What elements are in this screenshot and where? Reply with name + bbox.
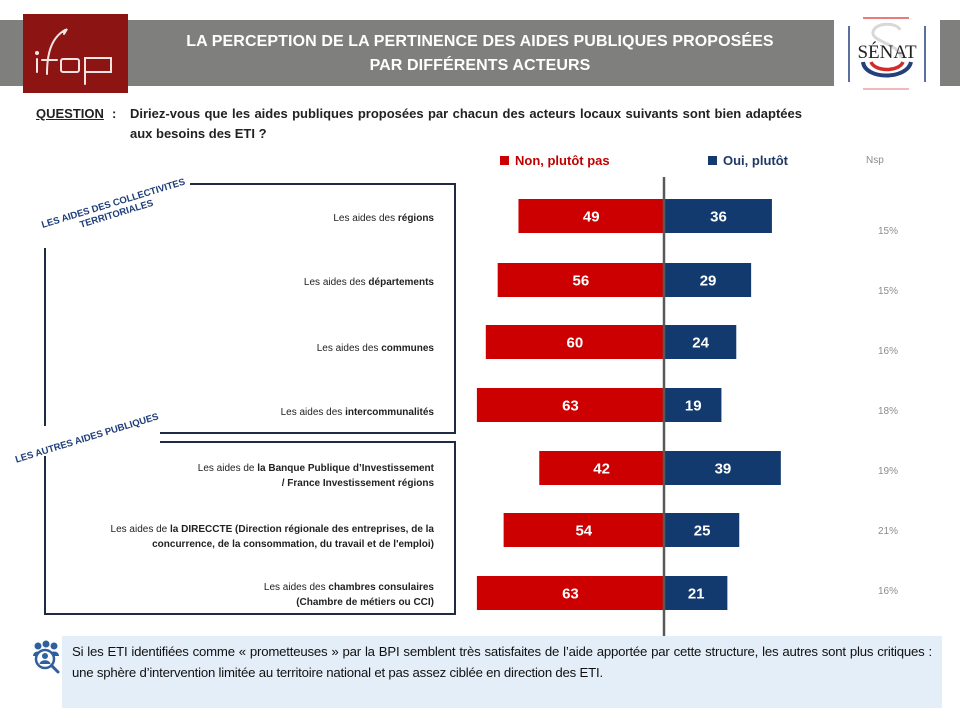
row-label-prefix: Les aides des xyxy=(263,582,329,593)
bar-oui xyxy=(665,451,781,485)
bar-oui xyxy=(665,199,772,233)
legend-item-non: Non, plutôt pas xyxy=(500,153,610,168)
bar-non xyxy=(503,513,664,547)
row-label: Les aides des départements xyxy=(304,275,434,290)
row-label-bold: la DIRECCTE (Direction régionale des ent… xyxy=(170,524,434,535)
group-box-gap xyxy=(40,178,190,248)
data-label-nsp: 18% xyxy=(878,406,898,417)
row-label-prefix: Les aides de xyxy=(110,524,171,535)
page-title-line1: LA PERCEPTION DE LA PERTINENCE DES AIDES… xyxy=(186,33,774,50)
row-label: Les aides de la Banque Publique d’Invest… xyxy=(198,461,434,491)
bar-non xyxy=(497,263,664,297)
data-label-nsp: 16% xyxy=(878,586,898,597)
bar-oui xyxy=(665,513,740,547)
row-label-prefix: Les aides des xyxy=(333,213,398,224)
legend-label-nsp: Nsp xyxy=(866,155,884,166)
row-label-line2: / France Investissement régions xyxy=(281,478,434,489)
row-label: Les aides des intercommunalités xyxy=(281,405,434,420)
legend-label-non: Non, plutôt pas xyxy=(515,153,610,168)
legend-item-oui: Oui, plutôt xyxy=(708,153,788,168)
callout-text: Si les ETI identifiées comme « prometteu… xyxy=(72,644,932,680)
data-label-oui: 24 xyxy=(692,335,709,352)
data-label-non: 56 xyxy=(572,273,589,290)
data-label-nsp: 15% xyxy=(878,286,898,297)
data-label-non: 60 xyxy=(567,335,584,352)
data-label-non: 42 xyxy=(593,461,610,478)
header-band xyxy=(0,20,834,86)
question-label: QUESTION xyxy=(36,106,104,121)
group-box-gap xyxy=(40,426,160,456)
bar-non xyxy=(539,451,664,485)
legend-swatch-oui xyxy=(708,156,717,165)
data-label-nsp: 21% xyxy=(878,526,898,537)
page-title-line2: PAR DIFFÉRENTS ACTEURS xyxy=(369,57,591,74)
ifop-logo-icon xyxy=(35,28,112,85)
bar-oui xyxy=(665,263,752,297)
row-label-bold: communes xyxy=(381,343,434,354)
data-label-oui: 29 xyxy=(700,273,717,290)
callout-box: Si les ETI identifiées comme « prometteu… xyxy=(62,636,942,708)
bar-non xyxy=(518,199,664,233)
row-label: Les aides des chambres consulaires (Cham… xyxy=(264,580,434,610)
row-label-line2: (Chambre de métiers ou CCI) xyxy=(296,597,434,608)
question-text: Diriez-vous que les aides publiques prop… xyxy=(130,106,802,141)
bar-non xyxy=(476,576,664,610)
people-search-icon xyxy=(32,640,60,674)
data-label-oui: 39 xyxy=(715,461,732,478)
data-label-non: 63 xyxy=(562,586,579,603)
data-label-non: 54 xyxy=(575,523,592,540)
data-label-oui: 19 xyxy=(685,398,702,415)
row-label-bold: chambres consulaires xyxy=(328,582,434,593)
data-label-non: 63 xyxy=(562,398,579,415)
data-label-nsp: 19% xyxy=(878,466,898,477)
page-title: LA PERCEPTION DE LA PERTINENCE DES AIDES… xyxy=(150,30,810,78)
row-label-bold: intercommunalités xyxy=(345,407,434,418)
bar-oui xyxy=(665,325,737,359)
row-label: Les aides des communes xyxy=(317,341,434,356)
row-label-prefix: Les aides de xyxy=(197,463,258,474)
row-label-bold: régions xyxy=(397,213,434,224)
row-label-prefix: Les aides des xyxy=(316,343,382,354)
legend-label-oui: Oui, plutôt xyxy=(723,153,788,168)
legend-swatch-non xyxy=(500,156,509,165)
bar-oui xyxy=(665,576,728,610)
data-label-nsp: 16% xyxy=(878,346,898,357)
row-label: Les aides des régions xyxy=(333,211,434,226)
data-label-nsp: 15% xyxy=(878,226,898,237)
data-label-oui: 36 xyxy=(710,209,727,226)
row-label-prefix: Les aides des xyxy=(303,277,369,288)
row-label-bold: départements xyxy=(368,277,434,288)
ifop-logo xyxy=(23,14,128,93)
group-box-collectivites xyxy=(44,183,456,434)
row-label-line2: concurrence, de la consommation, du trav… xyxy=(152,539,434,550)
data-label-oui: 25 xyxy=(694,523,711,540)
data-label-non: 49 xyxy=(583,209,600,226)
row-label-prefix: Les aides des xyxy=(280,407,346,418)
senat-logo: SÉNAT xyxy=(845,14,929,92)
group-box-autres xyxy=(44,441,456,615)
data-label-oui: 21 xyxy=(688,586,705,603)
bar-non xyxy=(485,325,664,359)
bar-oui xyxy=(665,388,722,422)
row-label: Les aides de la DIRECCTE (Direction régi… xyxy=(111,522,434,552)
row-label-bold: la Banque Publique d’Investissement xyxy=(257,463,434,474)
question-colon: : xyxy=(112,106,117,121)
bar-non xyxy=(476,388,664,422)
senat-logo-text: SÉNAT xyxy=(857,41,917,63)
header-band-right xyxy=(940,20,960,86)
senat-logo-icon: SÉNAT xyxy=(845,14,929,92)
